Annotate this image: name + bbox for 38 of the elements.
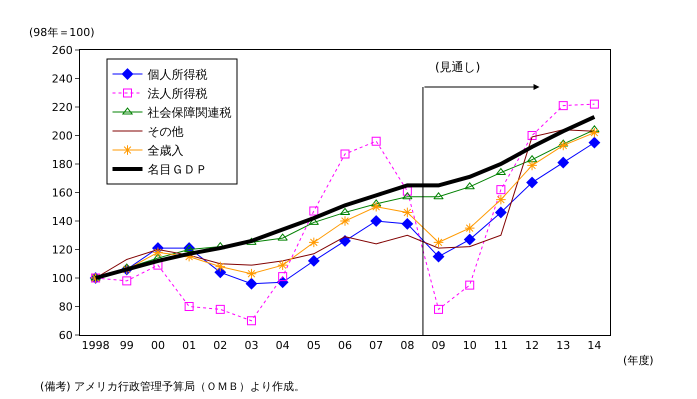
x-tick-label: 09 (432, 339, 446, 352)
y-tick-label: 160 (52, 186, 73, 200)
legend-label: 名目ＧＤＰ (148, 162, 208, 177)
x-tick-label: 1998 (82, 339, 110, 352)
y-axis-title: (98年＝100) (29, 26, 95, 39)
y-tick-label: 260 (52, 44, 73, 57)
x-tick-label: 06 (338, 339, 352, 352)
x-tick-label: 11 (494, 339, 508, 352)
x-tick-label: 01 (182, 339, 196, 352)
x-tick-label: 07 (369, 339, 384, 352)
x-tick-label: 99 (120, 339, 134, 352)
legend-label: 個人所得税 (148, 68, 208, 82)
y-tick-label: 80 (58, 300, 73, 314)
x-axis-title: (年度) (623, 354, 654, 367)
x-tick-label: 08 (400, 339, 414, 352)
legend-label: 全歳入 (148, 144, 184, 158)
legend-label: その他 (148, 124, 184, 139)
ref-line-label: (見通し) (435, 60, 480, 74)
text: (備考) アメリカ行政管理予算局（ＯＭＢ）より作成。 (40, 380, 306, 393)
y-tick-label: 140 (52, 214, 73, 228)
x-tick-label: 05 (306, 339, 321, 352)
y-tick-label: 240 (52, 72, 73, 86)
legend-label: 法人所得税 (148, 86, 208, 101)
x-tick-label: 02 (213, 339, 228, 352)
x-tick-label: 03 (244, 339, 258, 352)
y-tick-label: 200 (52, 129, 73, 142)
x-tick-label: 12 (525, 339, 540, 352)
x-tick-label: 04 (276, 339, 290, 352)
x-tick-label: 10 (462, 339, 477, 352)
y-tick-label: 180 (52, 158, 73, 171)
x-tick-label: 13 (556, 339, 570, 352)
y-tick-label: 120 (52, 243, 73, 256)
y-tick-label: 100 (52, 272, 73, 285)
x-tick-label: 00 (150, 339, 165, 352)
y-tick-label: 220 (52, 100, 73, 114)
x-tick-label: 14 (587, 339, 602, 352)
legend-label: 社会保障関連税 (148, 106, 232, 120)
y-tick-label: 60 (58, 328, 73, 342)
